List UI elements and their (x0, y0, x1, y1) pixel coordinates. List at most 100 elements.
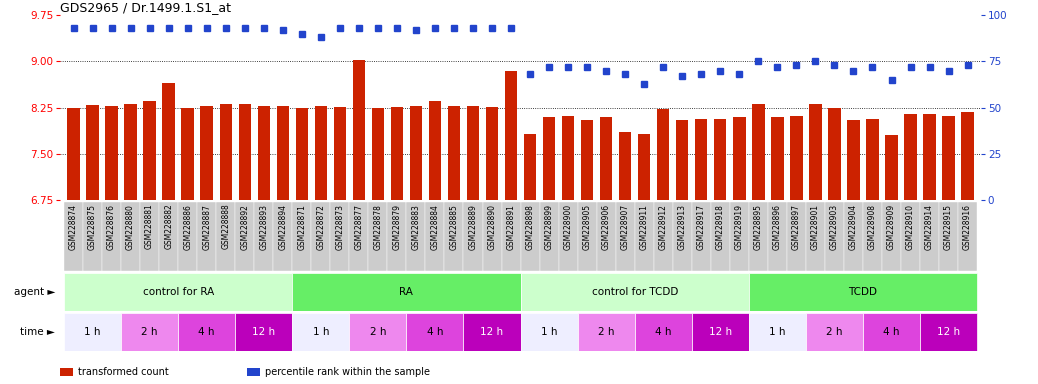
Bar (691, 313, 748, 351)
Bar (467, 106, 480, 200)
Bar (239, 104, 251, 200)
Bar (121, 313, 179, 351)
Bar (695, 119, 708, 200)
Bar (844, 202, 863, 271)
Text: 2 h: 2 h (141, 327, 158, 337)
Bar (64, 202, 83, 271)
Bar (753, 104, 765, 200)
Bar (501, 202, 520, 271)
Text: GSM228903: GSM228903 (830, 204, 839, 250)
Text: control for TCDD: control for TCDD (592, 287, 678, 297)
Bar (768, 202, 787, 271)
Bar (179, 313, 236, 351)
Bar (140, 202, 159, 271)
Bar (619, 132, 631, 200)
Bar (920, 202, 939, 271)
Bar (486, 107, 498, 200)
Bar (714, 119, 727, 200)
Text: 12 h: 12 h (709, 327, 732, 337)
Bar (904, 114, 917, 200)
Text: 2 h: 2 h (598, 327, 614, 337)
Bar (885, 135, 898, 200)
Bar (730, 202, 748, 271)
Bar (520, 273, 748, 311)
Bar (810, 104, 822, 200)
Bar (311, 202, 330, 271)
Text: GSM228873: GSM228873 (335, 204, 345, 250)
Bar (540, 202, 558, 271)
Bar (676, 120, 688, 200)
Bar (616, 202, 634, 271)
Text: GSM228878: GSM228878 (374, 204, 382, 250)
Text: transformed count: transformed count (78, 367, 168, 377)
Text: GSM228871: GSM228871 (297, 204, 306, 250)
Text: GSM228877: GSM228877 (354, 204, 363, 250)
Bar (407, 313, 464, 351)
Bar (577, 313, 634, 351)
Text: GSM228883: GSM228883 (411, 204, 420, 250)
Text: 12 h: 12 h (937, 327, 960, 337)
Text: GSM228918: GSM228918 (716, 204, 725, 250)
Bar (216, 202, 236, 271)
Text: GSM228880: GSM228880 (126, 204, 135, 250)
Text: GSM228874: GSM228874 (69, 204, 78, 250)
Text: GSM228885: GSM228885 (449, 204, 459, 250)
Text: GSM228913: GSM228913 (678, 204, 687, 250)
Bar (600, 118, 612, 200)
Bar (958, 202, 977, 271)
Text: GSM228912: GSM228912 (659, 204, 667, 250)
Bar (805, 202, 825, 271)
Bar (638, 134, 651, 200)
Bar (748, 202, 768, 271)
Bar (901, 202, 920, 271)
Bar (790, 116, 802, 200)
Text: 1 h: 1 h (312, 327, 329, 337)
Text: 2 h: 2 h (370, 327, 386, 337)
Text: 4 h: 4 h (427, 327, 443, 337)
Text: 4 h: 4 h (655, 327, 672, 337)
Text: GSM228889: GSM228889 (468, 204, 477, 250)
Bar (236, 202, 254, 271)
Bar (387, 202, 407, 271)
Text: 1 h: 1 h (541, 327, 557, 337)
Text: GSM228905: GSM228905 (582, 204, 592, 250)
Bar (825, 202, 844, 271)
Bar (350, 313, 407, 351)
Bar (464, 202, 483, 271)
Bar (867, 119, 878, 200)
Bar (520, 202, 540, 271)
Bar (102, 202, 121, 271)
Bar (106, 106, 117, 200)
Bar (828, 108, 841, 200)
Text: 12 h: 12 h (481, 327, 503, 337)
Text: 12 h: 12 h (252, 327, 275, 337)
Bar (67, 108, 80, 200)
Bar (520, 313, 577, 351)
Bar (444, 202, 464, 271)
Bar (577, 202, 597, 271)
Bar (562, 116, 574, 200)
Bar (64, 273, 293, 311)
Bar (143, 101, 156, 200)
Bar (504, 71, 517, 200)
Text: GSM228919: GSM228919 (735, 204, 744, 250)
Text: GSM228917: GSM228917 (696, 204, 706, 250)
Bar (315, 106, 327, 200)
Bar (159, 202, 179, 271)
Text: GSM228908: GSM228908 (868, 204, 877, 250)
Text: GSM228884: GSM228884 (431, 204, 439, 250)
Bar (426, 202, 444, 271)
Bar (330, 202, 350, 271)
Bar (558, 202, 577, 271)
Bar (691, 202, 711, 271)
Bar (447, 106, 460, 200)
Text: agent ►: agent ► (13, 287, 55, 297)
Bar (748, 313, 805, 351)
Bar (350, 202, 368, 271)
Bar (634, 202, 654, 271)
Bar (219, 104, 231, 200)
Text: RA: RA (400, 287, 413, 297)
Bar (64, 313, 121, 351)
Bar (771, 117, 784, 200)
Text: GSM228886: GSM228886 (183, 204, 192, 250)
